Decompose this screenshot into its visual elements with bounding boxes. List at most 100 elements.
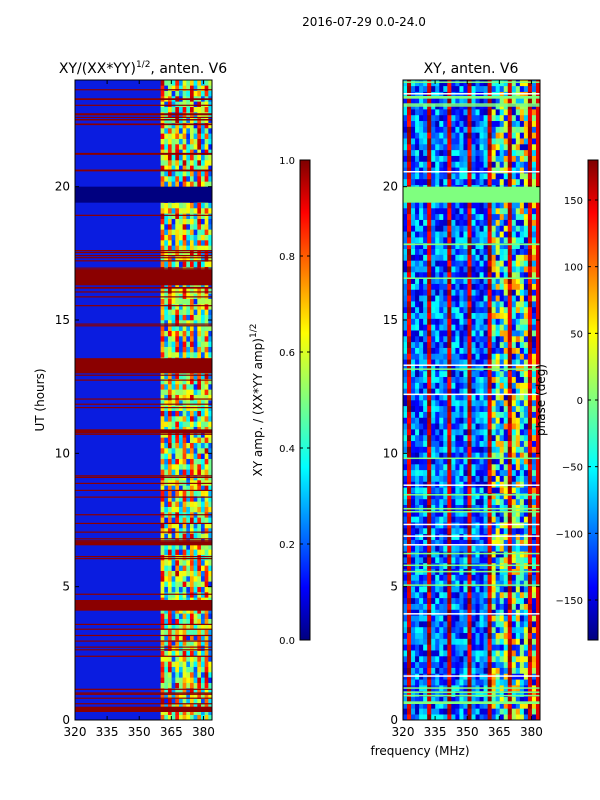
phase-heat-cell	[423, 621, 428, 628]
amp-heat-cell	[186, 693, 191, 699]
phase-heat-cell	[455, 621, 460, 628]
phase-heat-cell	[455, 475, 460, 482]
amp-heat-cell	[197, 234, 202, 241]
phase-heat-cell	[447, 626, 452, 634]
phase-heat-cell	[483, 382, 488, 389]
phase-heat-cell	[487, 609, 492, 616]
phase-heat-cell	[483, 213, 488, 220]
amp-heatmap	[75, 80, 212, 720]
phase-heat-cell	[495, 382, 501, 389]
amp-heat-cell	[160, 240, 165, 246]
amp-heat-cell	[208, 245, 212, 251]
phase-heat-cell	[479, 114, 484, 122]
phase-heat-cell	[463, 702, 468, 709]
phase-heat-cell	[451, 644, 456, 651]
phase-heat-cell	[511, 586, 517, 593]
phase-heat-cell	[415, 621, 420, 628]
phase-heat-cell	[439, 178, 444, 186]
amp-heat-cell	[193, 149, 198, 155]
phase-heat-cell	[479, 597, 484, 604]
phase-heat-cell	[503, 330, 509, 337]
phase-heat-cell	[419, 411, 424, 418]
phase-heat-cell	[479, 400, 484, 407]
amp-heat-cell	[160, 128, 165, 134]
phase-heat-cell	[419, 464, 424, 471]
amp-heat-cell	[167, 586, 172, 593]
amp-heat-cell	[197, 101, 202, 107]
phase-heat-cell	[491, 237, 496, 244]
phase-heat-cell	[467, 440, 472, 447]
phase-heat-cell	[431, 114, 436, 122]
phase-heat-cell	[455, 690, 460, 698]
phase-heat-cell	[467, 708, 472, 715]
amp-heat-cell	[160, 394, 165, 401]
amp-heat-cell	[175, 629, 180, 635]
phase-heat-cell	[467, 597, 472, 604]
phase-heat-cell	[467, 714, 472, 720]
phase-heat-cell	[503, 586, 509, 593]
phase-heat-cell	[447, 504, 452, 511]
phase-heat-cell	[407, 615, 412, 622]
phase-heat-cell	[415, 597, 420, 604]
phase-heat-cell	[495, 132, 501, 139]
phase-heat-cell	[415, 149, 420, 156]
phase-heat-cell	[495, 661, 501, 668]
phase-heat-cell	[455, 545, 460, 552]
phase-heat-cell	[495, 336, 501, 343]
phase-heat-cell	[507, 469, 513, 476]
phase-heat-cell	[439, 580, 444, 587]
phase-heat-cell	[507, 464, 513, 471]
phase-heat-cell	[507, 272, 513, 279]
phase-heat-cell	[487, 621, 492, 628]
amp-flag-stripe	[75, 170, 212, 172]
phase-heat-cell	[411, 266, 416, 273]
phase-heat-cell	[407, 312, 412, 319]
phase-heat-cell	[415, 242, 420, 250]
phase-heat-cell	[415, 592, 420, 599]
amp-heat-cell	[175, 608, 180, 614]
amp-heat-cell	[204, 442, 209, 449]
phase-heat-cell	[471, 295, 476, 302]
phase-heat-cell	[491, 650, 496, 657]
phase-heat-cell	[419, 423, 424, 430]
phase-heat-cell	[471, 656, 476, 663]
amp-heat-cell	[164, 240, 169, 246]
amp-heat-cell	[189, 144, 194, 150]
amp-heat-cell	[197, 165, 202, 171]
phase-heat-cell	[471, 324, 476, 331]
phase-heat-cell	[511, 306, 517, 314]
phase-heat-cell	[407, 464, 412, 471]
phase-heat-cell	[459, 615, 464, 622]
phase-heat-cell	[491, 85, 496, 92]
phase-heat-cell	[435, 202, 440, 209]
phase-heat-cell	[475, 632, 480, 639]
phase-heat-cell	[471, 429, 476, 436]
phase-heat-cell	[447, 644, 452, 651]
phase-heat-cell	[487, 632, 492, 639]
phase-heat-cell	[499, 504, 505, 511]
amp-heat-cell	[175, 298, 180, 305]
phase-heat-cell	[499, 434, 505, 442]
amp-heat-cell	[171, 250, 176, 257]
amp-heat-cell	[204, 128, 209, 134]
phase-heat-cell	[479, 592, 484, 599]
phase-heat-cell	[507, 545, 513, 552]
phase-heat-cell	[491, 516, 496, 523]
phase-heat-cell	[443, 394, 448, 401]
amp-heat-cell	[175, 645, 180, 651]
phase-heat-cell	[431, 621, 436, 628]
phase-heat-cell	[423, 178, 428, 186]
amp-heat-cell	[167, 154, 172, 161]
phase-heat-cell	[407, 528, 412, 535]
amp-flag-stripe	[75, 403, 212, 405]
amp-heat-cell	[175, 325, 180, 331]
phase-heat-cell	[487, 289, 492, 296]
phase-heat-cell	[459, 650, 464, 657]
phase-heat-cell	[431, 155, 436, 162]
phase-heat-cell	[503, 551, 509, 558]
phase-heat-cell	[423, 213, 428, 220]
amp-heat-cell	[204, 213, 209, 219]
phase-heat-cell	[483, 283, 488, 290]
phase-heat-cell	[503, 231, 509, 238]
amp-heat-cell	[186, 330, 191, 337]
